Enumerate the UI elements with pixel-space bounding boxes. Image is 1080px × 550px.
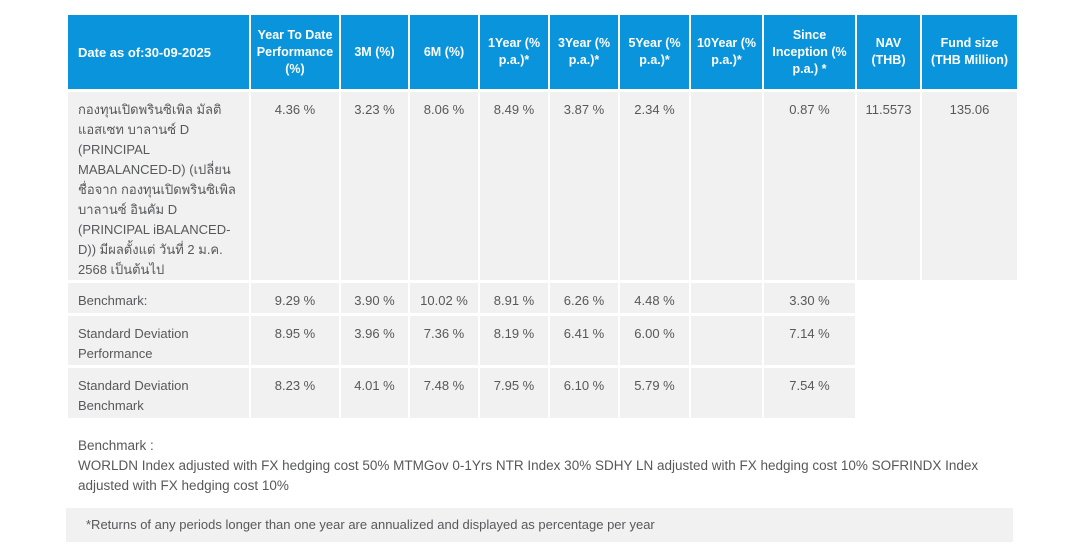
table-header-row: Date as of:30-09-2025 Year To Date Perfo…: [68, 15, 1017, 89]
benchmark-note: Benchmark : WORLDN Index adjusted with F…: [66, 436, 1011, 496]
sdp-since-inception-value: 7.14 %: [764, 316, 855, 365]
sdp-1year-value: 8.19 %: [480, 316, 548, 365]
benchmark-5year-value: 4.48 %: [620, 283, 689, 313]
benchmark-6m-value: 10.02 %: [410, 283, 478, 313]
sdb-ytd-value: 8.23 %: [251, 368, 339, 418]
benchmark-note-description: WORLDN Index adjusted with FX hedging co…: [78, 458, 979, 493]
benchmark-nav-empty: [857, 283, 920, 313]
std-dev-performance-row: Standard Deviation Performance 8.95 % 3.…: [68, 316, 1017, 365]
content-area: Date as of:30-09-2025 Year To Date Perfo…: [66, 12, 1017, 542]
sdb-3year-value: 6.10 %: [550, 368, 618, 418]
benchmark-3year-value: 6.26 %: [550, 283, 618, 313]
footnote-bar: *Returns of any periods longer than one …: [66, 508, 1013, 542]
fund-ytd-value: 4.36 %: [251, 92, 339, 280]
sdb-1year-value: 7.95 %: [480, 368, 548, 418]
fund-name: กองทุนเปิดพรินซิเพิล มัลติ แอสเซท บาลานซ…: [68, 92, 249, 280]
fund-6m-value: 8.06 %: [410, 92, 478, 280]
benchmark-10year-value: [691, 283, 762, 313]
fund-nav-value: 11.5573: [857, 92, 920, 280]
column-header-3m: 3M (%): [341, 15, 408, 89]
column-header-5year: 5Year (% p.a.)*: [620, 15, 689, 89]
sdp-3m-value: 3.96 %: [341, 316, 408, 365]
fund-5year-value: 2.34 %: [620, 92, 689, 280]
benchmark-note-title: Benchmark :: [78, 438, 154, 453]
fund-since-inception-value: 0.87 %: [764, 92, 855, 280]
std-dev-benchmark-row: Standard Deviation Benchmark 8.23 % 4.01…: [68, 368, 1017, 418]
column-header-nav: NAV (THB): [857, 15, 920, 89]
sdb-nav-empty: [857, 368, 920, 418]
sdb-3m-value: 4.01 %: [341, 368, 408, 418]
benchmark-row: Benchmark: 9.29 % 3.90 % 10.02 % 8.91 % …: [68, 283, 1017, 313]
sdb-since-inception-value: 7.54 %: [764, 368, 855, 418]
sdp-nav-empty: [857, 316, 920, 365]
sdp-3year-value: 6.41 %: [550, 316, 618, 365]
fund-1year-value: 8.49 %: [480, 92, 548, 280]
column-header-since-inception: Since Inception (% p.a.) *: [764, 15, 855, 89]
sdb-5year-value: 5.79 %: [620, 368, 689, 418]
benchmark-row-label: Benchmark:: [68, 283, 249, 313]
column-header-10year: 10Year (% p.a.)*: [691, 15, 762, 89]
fund-row: กองทุนเปิดพรินซิเพิล มัลติ แอสเซท บาลานซ…: [68, 92, 1017, 280]
sdp-5year-value: 6.00 %: [620, 316, 689, 365]
sdp-ytd-value: 8.95 %: [251, 316, 339, 365]
footnote-text: *Returns of any periods longer than one …: [86, 517, 655, 532]
std-dev-performance-label: Standard Deviation Performance: [68, 316, 249, 365]
sdp-6m-value: 7.36 %: [410, 316, 478, 365]
fund-3m-value: 3.23 %: [341, 92, 408, 280]
sdp-fund-size-empty: [922, 316, 1017, 365]
fund-10year-value: [691, 92, 762, 280]
sdb-fund-size-empty: [922, 368, 1017, 418]
column-header-fund-size: Fund size (THB Million): [922, 15, 1017, 89]
performance-table: Date as of:30-09-2025 Year To Date Perfo…: [66, 12, 1019, 421]
fund-3year-value: 3.87 %: [550, 92, 618, 280]
column-header-ytd: Year To Date Performance (%): [251, 15, 339, 89]
benchmark-fund-size-empty: [922, 283, 1017, 313]
sdb-6m-value: 7.48 %: [410, 368, 478, 418]
column-header-3year: 3Year (% p.a.)*: [550, 15, 618, 89]
fund-size-value: 135.06: [922, 92, 1017, 280]
column-header-date: Date as of:30-09-2025: [68, 15, 249, 89]
benchmark-1year-value: 8.91 %: [480, 283, 548, 313]
sdb-10year-value: [691, 368, 762, 418]
benchmark-3m-value: 3.90 %: [341, 283, 408, 313]
benchmark-ytd-value: 9.29 %: [251, 283, 339, 313]
std-dev-benchmark-label: Standard Deviation Benchmark: [68, 368, 249, 418]
benchmark-since-inception-value: 3.30 %: [764, 283, 855, 313]
sdp-10year-value: [691, 316, 762, 365]
column-header-6m: 6M (%): [410, 15, 478, 89]
column-header-1year: 1Year (% p.a.)*: [480, 15, 548, 89]
